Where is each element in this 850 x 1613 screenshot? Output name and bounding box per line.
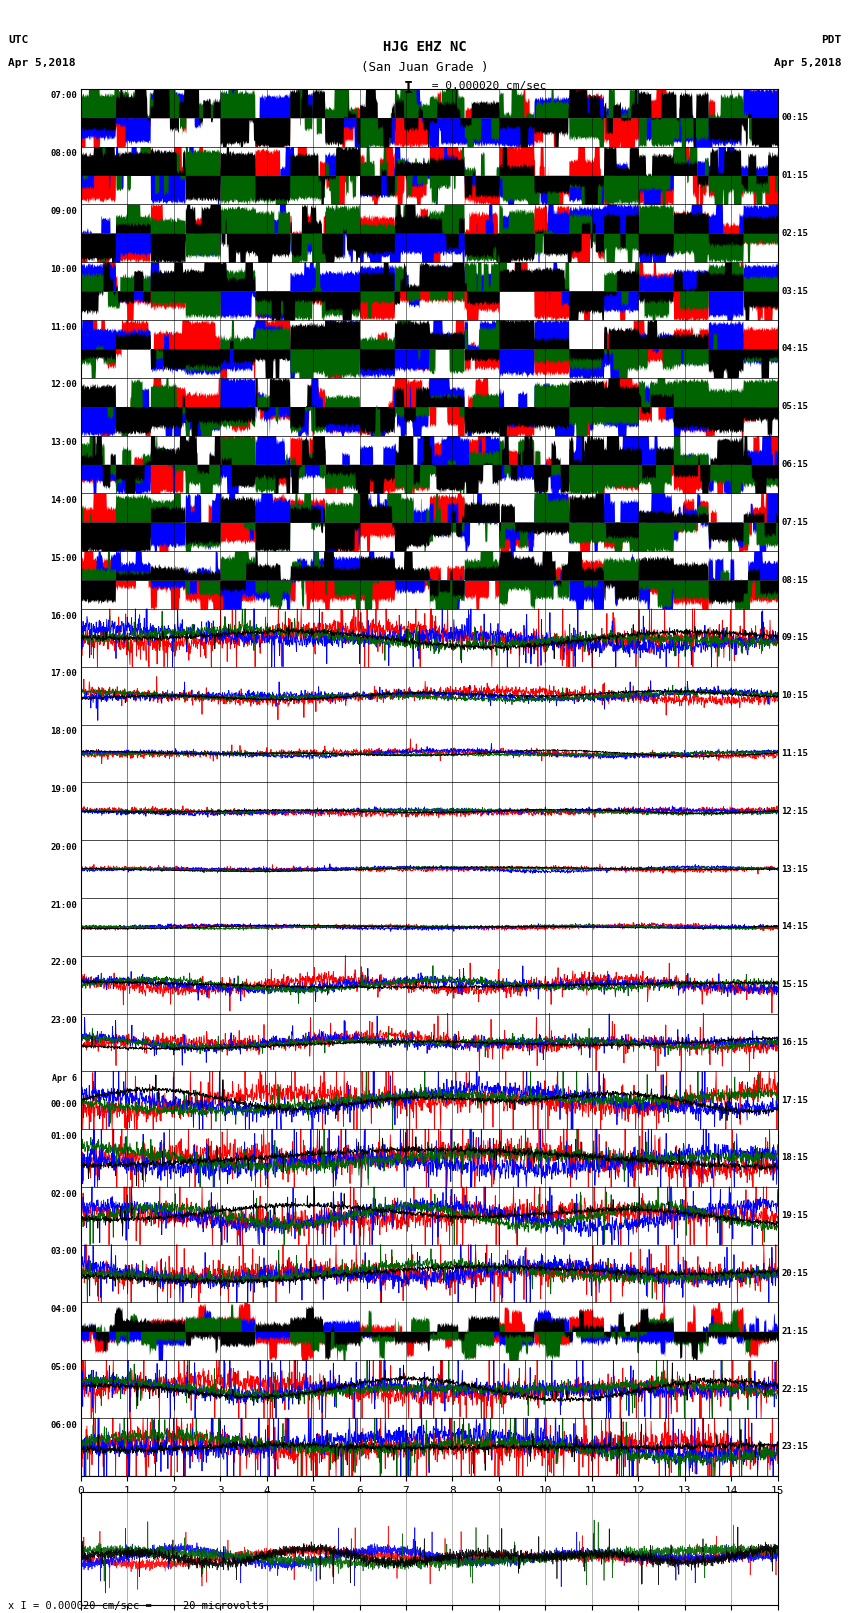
Text: 17:00: 17:00 bbox=[50, 669, 77, 679]
Text: 19:15: 19:15 bbox=[781, 1211, 808, 1221]
Text: 21:15: 21:15 bbox=[781, 1327, 808, 1336]
Text: 10:00: 10:00 bbox=[50, 265, 77, 274]
Text: 01:15: 01:15 bbox=[781, 171, 808, 181]
Text: 04:15: 04:15 bbox=[781, 344, 808, 353]
Text: 14:15: 14:15 bbox=[781, 923, 808, 931]
X-axis label: TIME (MINUTES): TIME (MINUTES) bbox=[377, 1502, 482, 1515]
Text: Apr 6: Apr 6 bbox=[52, 1074, 77, 1082]
Text: 05:15: 05:15 bbox=[781, 402, 808, 411]
Text: Apr 5,2018: Apr 5,2018 bbox=[8, 58, 76, 68]
Text: 22:15: 22:15 bbox=[781, 1384, 808, 1394]
Text: 09:15: 09:15 bbox=[781, 634, 808, 642]
Text: 08:00: 08:00 bbox=[50, 150, 77, 158]
Text: 02:00: 02:00 bbox=[50, 1190, 77, 1198]
Text: 05:00: 05:00 bbox=[50, 1363, 77, 1373]
Text: 03:00: 03:00 bbox=[50, 1247, 77, 1257]
Text: 03:15: 03:15 bbox=[781, 287, 808, 295]
Text: 15:00: 15:00 bbox=[50, 553, 77, 563]
Text: 23:15: 23:15 bbox=[781, 1442, 808, 1452]
Text: 06:15: 06:15 bbox=[781, 460, 808, 469]
Text: 20:00: 20:00 bbox=[50, 844, 77, 852]
Text: = 0.000020 cm/sec: = 0.000020 cm/sec bbox=[425, 81, 547, 90]
Text: 13:00: 13:00 bbox=[50, 439, 77, 447]
Text: 06:00: 06:00 bbox=[50, 1421, 77, 1429]
Text: 16:15: 16:15 bbox=[781, 1037, 808, 1047]
Text: 14:00: 14:00 bbox=[50, 497, 77, 505]
Text: 19:00: 19:00 bbox=[50, 786, 77, 794]
Text: 13:15: 13:15 bbox=[781, 865, 808, 874]
Text: 16:00: 16:00 bbox=[50, 611, 77, 621]
Text: PDT: PDT bbox=[821, 35, 842, 45]
Text: 11:00: 11:00 bbox=[50, 323, 77, 332]
Text: 21:00: 21:00 bbox=[50, 900, 77, 910]
Text: 18:00: 18:00 bbox=[50, 727, 77, 736]
Text: 12:15: 12:15 bbox=[781, 806, 808, 816]
Text: x I = 0.000020 cm/sec =     20 microvolts: x I = 0.000020 cm/sec = 20 microvolts bbox=[8, 1602, 264, 1611]
Text: 07:15: 07:15 bbox=[781, 518, 808, 527]
Text: 22:00: 22:00 bbox=[50, 958, 77, 968]
Text: 09:00: 09:00 bbox=[50, 206, 77, 216]
Text: 20:15: 20:15 bbox=[781, 1269, 808, 1277]
Text: 12:00: 12:00 bbox=[50, 381, 77, 389]
Text: 10:15: 10:15 bbox=[781, 690, 808, 700]
Text: 02:15: 02:15 bbox=[781, 229, 808, 237]
Text: 17:15: 17:15 bbox=[781, 1095, 808, 1105]
Text: 18:15: 18:15 bbox=[781, 1153, 808, 1163]
Text: I: I bbox=[404, 81, 412, 95]
Text: HJG EHZ NC: HJG EHZ NC bbox=[383, 40, 467, 55]
Text: 15:15: 15:15 bbox=[781, 981, 808, 989]
Text: 01:00: 01:00 bbox=[50, 1132, 77, 1140]
Text: 23:00: 23:00 bbox=[50, 1016, 77, 1026]
Text: 00:00: 00:00 bbox=[50, 1100, 77, 1110]
Text: 04:00: 04:00 bbox=[50, 1305, 77, 1315]
Text: 08:15: 08:15 bbox=[781, 576, 808, 584]
Text: 07:00: 07:00 bbox=[50, 92, 77, 100]
Text: 11:15: 11:15 bbox=[781, 748, 808, 758]
Text: 00:15: 00:15 bbox=[781, 113, 808, 123]
Text: Apr 5,2018: Apr 5,2018 bbox=[774, 58, 842, 68]
Text: (San Juan Grade ): (San Juan Grade ) bbox=[361, 61, 489, 74]
Text: UTC: UTC bbox=[8, 35, 29, 45]
